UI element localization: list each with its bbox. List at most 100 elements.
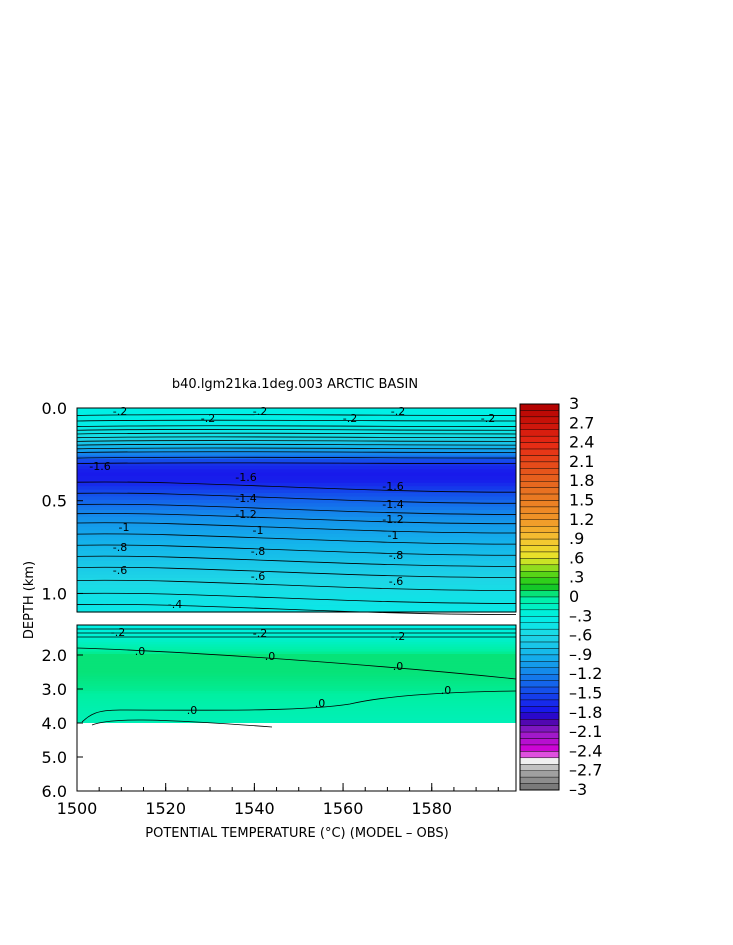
colorbar-segment xyxy=(519,455,560,463)
colorbar-tick-label: 2.4 xyxy=(569,433,594,452)
colorbar-segment xyxy=(519,616,560,623)
colorbar-segment xyxy=(519,545,560,553)
upper-color-band xyxy=(77,428,516,433)
colorbar-segment xyxy=(519,513,560,520)
lower-color-band xyxy=(77,710,516,714)
y-tick-label: 0.5 xyxy=(42,492,67,511)
lower-color-band xyxy=(77,671,516,675)
colorbar-segment xyxy=(519,770,560,778)
y-tick-label: 0.0 xyxy=(42,399,67,418)
lower-color-band xyxy=(77,656,516,660)
lower-color-band xyxy=(77,644,516,648)
upper-contour-label: -.6 xyxy=(251,570,265,583)
upper-contour-line xyxy=(76,419,517,422)
upper-color-band xyxy=(77,550,516,555)
colorbar-segment xyxy=(519,519,560,527)
colorbar-segment xyxy=(519,731,560,739)
colorbar-segment xyxy=(519,719,560,726)
colorbar-tick-label: .3 xyxy=(569,568,584,587)
upper-contour-line xyxy=(76,566,517,578)
upper-color-band xyxy=(77,520,516,525)
upper-contour-line xyxy=(76,428,517,431)
colorbar-segment xyxy=(519,603,560,611)
upper-contour-label: -1 xyxy=(119,521,130,534)
upper-contour-label: -1.2 xyxy=(235,508,256,521)
upper-color-band xyxy=(77,605,516,610)
upper-color-band xyxy=(77,581,516,586)
y-tick-label: 4.0 xyxy=(42,714,67,733)
upper-contour-line xyxy=(76,447,517,450)
upper-contour-line xyxy=(76,425,517,427)
colorbar-tick-label: –2.7 xyxy=(569,761,602,780)
upper-contour-line xyxy=(76,579,517,591)
upper-contour-label: -1.6 xyxy=(89,460,110,473)
colorbar-segment xyxy=(519,609,560,617)
colorbar-tick-label: 3 xyxy=(569,394,579,413)
colorbar-segment xyxy=(519,654,560,662)
no-data-region xyxy=(77,723,516,791)
x-tick-label: 1580 xyxy=(411,799,452,818)
y-tick-label: 1.0 xyxy=(42,584,67,603)
lower-contour-panel: -.2 -.2 -.2 .0 .0 .0 .0 .0 .0 xyxy=(76,625,517,791)
colorbar-tick-label: –2.1 xyxy=(569,722,602,741)
colorbar-segment xyxy=(519,474,560,482)
upper-color-band xyxy=(77,499,516,504)
upper-color-band xyxy=(77,574,516,579)
upper-color-band xyxy=(77,442,516,446)
upper-contour-line xyxy=(76,592,517,604)
colorbar-segment xyxy=(519,532,560,540)
upper-color-band xyxy=(77,489,516,494)
upper-color-band xyxy=(77,414,516,419)
colorbar-segment xyxy=(519,648,560,656)
colorbar-segment xyxy=(519,686,560,694)
upper-color-band xyxy=(77,557,516,562)
upper-color-band xyxy=(77,608,516,613)
upper-color-band xyxy=(77,513,516,518)
colorbar-segment xyxy=(519,429,560,437)
lower-color-band xyxy=(77,700,516,704)
upper-contour-label: -.2 xyxy=(113,405,127,418)
lower-color-band xyxy=(77,651,516,655)
upper-color-band xyxy=(77,472,516,477)
colorbar-segment xyxy=(519,622,560,630)
lower-color-band xyxy=(77,634,516,638)
lower-color-band xyxy=(77,690,516,695)
lower-contour-label: -.2 xyxy=(253,627,267,640)
upper-contour-line xyxy=(76,481,517,493)
x-tick-label: 1560 xyxy=(323,799,364,818)
colorbar-segment xyxy=(519,667,560,675)
chart-title: b40.lgm21ka.1deg.003 ARCTIC BASIN xyxy=(172,377,418,392)
colorbar-tick-label: .9 xyxy=(569,529,584,548)
colorbar-segment xyxy=(519,461,560,469)
upper-color-band xyxy=(77,578,516,582)
upper-contour-label: -1 xyxy=(388,529,399,542)
upper-contour-line xyxy=(76,440,517,442)
colorbar-segment xyxy=(519,628,560,636)
x-tick-label: 1500 xyxy=(57,799,98,818)
x-tick-label: 1520 xyxy=(145,799,186,818)
lower-color-band xyxy=(77,718,516,722)
lower-color-band xyxy=(77,649,516,653)
lower-contour-line xyxy=(76,647,517,680)
upper-contour-label: -.2 xyxy=(481,412,495,425)
lower-contour-label: .0 xyxy=(393,660,404,673)
upper-contour-line xyxy=(76,522,517,534)
upper-contour-label: -.2 xyxy=(391,405,405,418)
colorbar-segment xyxy=(519,577,560,585)
colorbar-segment xyxy=(519,487,560,495)
upper-color-band xyxy=(77,554,516,559)
colorbar-tick-label: –1.8 xyxy=(569,703,602,722)
colorbar-tick-label: –3 xyxy=(569,780,587,799)
colorbar-segment xyxy=(519,596,560,604)
upper-contour-label: -1.4 xyxy=(382,498,403,511)
y-axis-label: DEPTH (km) xyxy=(22,561,37,639)
colorbar-segment xyxy=(519,403,560,411)
colorbar-segment xyxy=(519,448,560,456)
upper-color-band xyxy=(77,465,516,470)
lower-color-band xyxy=(77,668,516,672)
y-tick-label: 2.0 xyxy=(42,646,67,665)
lower-contour-label: .0 xyxy=(315,697,326,710)
colorbar-tick-label: –1.5 xyxy=(569,684,602,703)
colorbar-segment xyxy=(519,776,560,784)
